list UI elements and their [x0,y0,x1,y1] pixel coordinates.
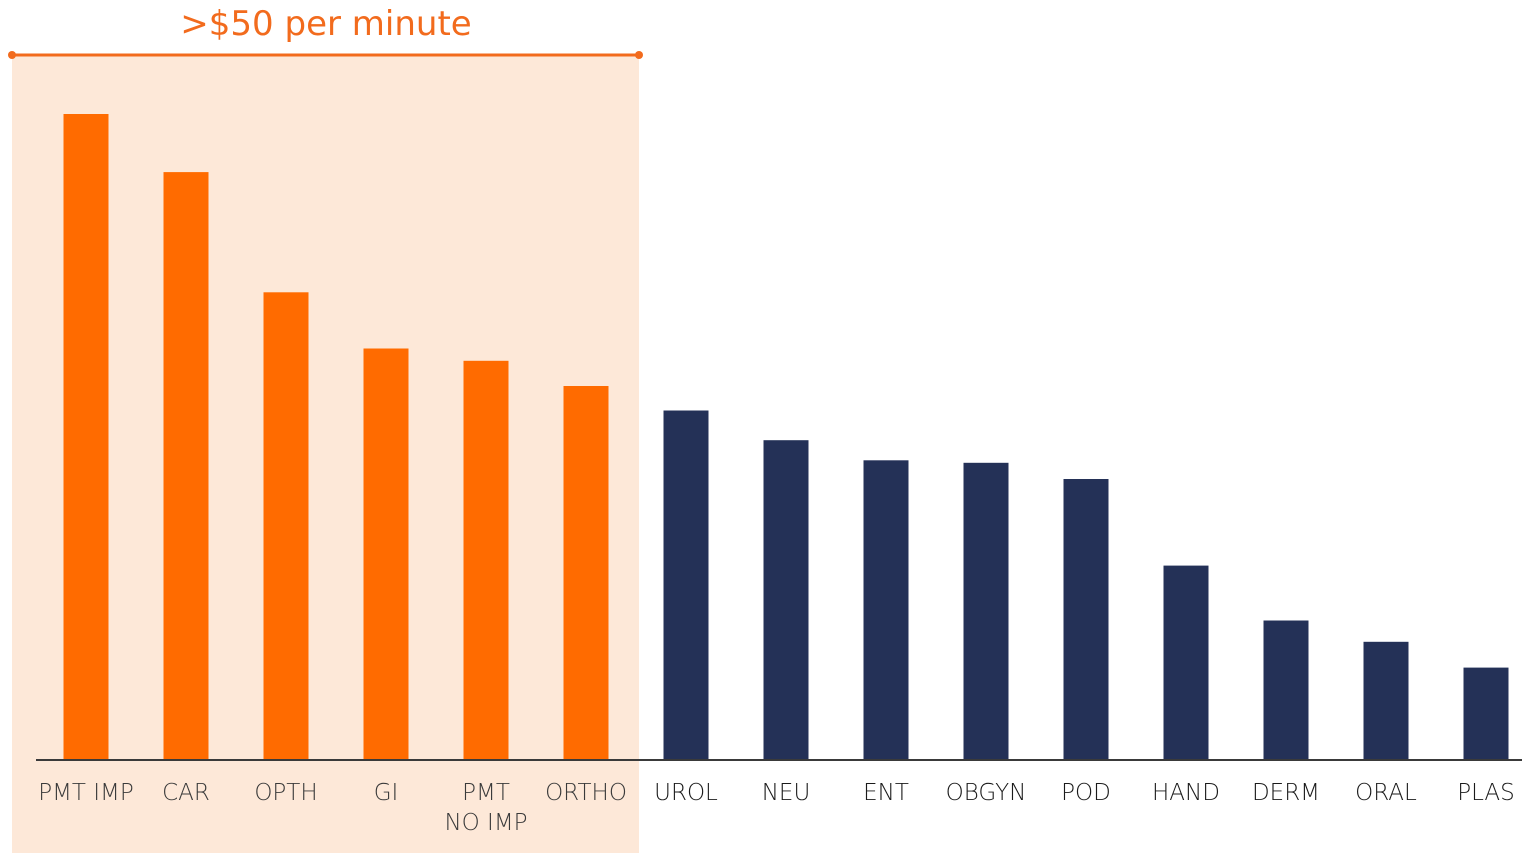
category-label: ORTHO [545,780,627,806]
bar-pod [1063,479,1109,760]
bar-gi [363,348,409,760]
bar-car [163,172,209,761]
category-label: UROL [654,780,718,806]
category-label: OBGYN [946,780,1027,806]
bar-ent [863,460,909,760]
bar-neu [763,440,809,760]
category-label: NEU [762,780,811,806]
category-label: CAR [162,780,210,806]
highlight-label: >$50 per minute [180,4,471,44]
category-label: ORAL [1355,780,1417,806]
bar-obgyn [963,462,1009,760]
bar-group [63,114,1509,761]
category-label: PLAS [1457,780,1515,806]
highlight-bracket-start-dot [8,51,16,59]
category-label: PMT IMP [38,780,134,806]
category-label-group: PMT IMP CAR OPTH GI PMT NO IMP ORTHO UROL NEU ENT… [38,780,1515,836]
category-label: GI [374,780,399,806]
bar-opth [263,292,309,760]
category-label: ENT [863,780,909,806]
highlight-region [12,55,639,853]
highlight-bracket-end-dot [635,51,643,59]
category-label: DERM [1252,780,1320,806]
bar-hand [1163,565,1209,760]
bar-urol [663,410,709,760]
bar-oral [1363,641,1409,760]
category-label: PMT NO IMP [444,780,527,836]
bar-derm [1263,620,1309,760]
bar-plas [1463,667,1509,760]
category-label: HAND [1152,780,1220,806]
category-label: POD [1061,780,1111,806]
bar-pmt-no-imp [463,360,509,760]
bar-pmt-imp [63,114,109,760]
category-label: OPTH [254,780,317,806]
bar-ortho [563,386,609,760]
